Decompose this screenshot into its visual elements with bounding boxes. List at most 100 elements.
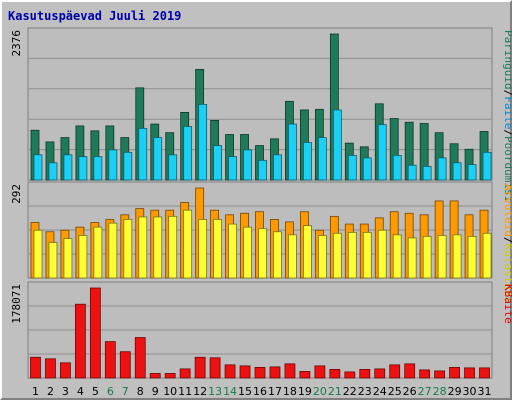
legend-separator: / xyxy=(502,129,512,136)
x-tick-label-day-25: 25 xyxy=(388,385,402,398)
bar-top-files-day-11 xyxy=(183,126,193,181)
legend-entry: Arvuteid xyxy=(502,184,512,237)
bar-top-files-day-26 xyxy=(407,164,417,181)
bar-middle-visits-day-1 xyxy=(33,229,43,279)
legend-entry: Külastusi xyxy=(502,244,512,304)
bar-top-files-day-21 xyxy=(332,109,342,181)
bar-bottom-kbytes-day-7 xyxy=(119,351,131,379)
bar-top-files-day-18 xyxy=(288,123,297,181)
x-tick-label-day-28: 28 xyxy=(433,385,447,398)
bar-middle-visits-day-15 xyxy=(243,226,252,279)
x-tick-label-day-30: 30 xyxy=(463,385,477,398)
bar-bottom-kbytes-day-10 xyxy=(164,373,176,379)
bar-top-files-day-8 xyxy=(138,127,148,181)
bar-top-files-day-19 xyxy=(303,142,312,181)
bar-bottom-kbytes-day-24 xyxy=(374,368,386,379)
bar-bottom-kbytes-day-4 xyxy=(74,303,86,379)
bar-middle-visits-day-7 xyxy=(123,219,133,279)
bar-middle-visits-day-6 xyxy=(108,222,118,279)
bar-bottom-kbytes-day-31 xyxy=(479,367,490,379)
bar-top-files-day-27 xyxy=(422,166,432,181)
bar-bottom-kbytes-day-6 xyxy=(104,341,116,379)
x-tick-label-day-27: 27 xyxy=(418,385,432,398)
bar-middle-visits-day-22 xyxy=(347,231,357,279)
bar-bottom-kbytes-day-13 xyxy=(209,357,221,379)
bar-top-files-day-1 xyxy=(33,154,43,181)
bar-middle-visits-day-10 xyxy=(168,215,178,279)
x-tick-label-day-4: 4 xyxy=(77,385,84,398)
bar-top-files-day-5 xyxy=(93,156,103,181)
x-tick-label-day-29: 29 xyxy=(448,385,462,398)
bar-bottom-kbytes-day-11 xyxy=(179,368,191,379)
x-tick-label-day-5: 5 xyxy=(92,385,99,398)
bar-bottom-kbytes-day-2 xyxy=(45,358,56,379)
legend-top: Päringuid/Faile/Pöördumisi xyxy=(502,30,512,202)
legend-bottom: KBaite xyxy=(502,284,512,324)
x-tick-label-day-14: 14 xyxy=(223,385,237,398)
bar-top-files-day-28 xyxy=(437,157,447,181)
bar-top-files-day-25 xyxy=(392,155,402,181)
x-tick-label-day-3: 3 xyxy=(62,385,69,398)
y-max-label-top: 2376 xyxy=(10,30,23,57)
bar-top-files-day-31 xyxy=(482,151,492,181)
bar-top-files-day-20 xyxy=(317,137,327,181)
bar-middle-visits-day-12 xyxy=(198,219,208,279)
x-tick-label-day-16: 16 xyxy=(253,385,267,398)
bar-top-files-day-13 xyxy=(213,145,223,181)
bar-middle-visits-day-18 xyxy=(288,234,297,279)
x-tick-label-day-18: 18 xyxy=(283,385,297,398)
x-tick-label-day-9: 9 xyxy=(152,385,159,398)
bar-top-files-day-6 xyxy=(108,149,118,181)
x-tick-label-day-22: 22 xyxy=(343,385,357,398)
bar-bottom-kbytes-day-26 xyxy=(404,363,416,379)
bar-bottom-kbytes-day-21 xyxy=(329,369,341,379)
bar-bottom-kbytes-day-15 xyxy=(239,365,251,379)
bar-middle-visits-day-25 xyxy=(392,234,402,279)
bar-top-files-day-9 xyxy=(153,137,163,181)
bar-bottom-kbytes-day-17 xyxy=(269,366,281,379)
bar-top-files-day-3 xyxy=(63,154,73,181)
bar-middle-visits-day-5 xyxy=(93,226,103,279)
bar-middle-visits-day-23 xyxy=(362,231,372,279)
bar-middle-visits-day-14 xyxy=(228,223,237,279)
legend-separator: / xyxy=(502,90,512,97)
bar-middle-visits-day-31 xyxy=(482,232,492,279)
bar-bottom-kbytes-day-22 xyxy=(344,371,356,379)
bar-middle-visits-day-27 xyxy=(422,235,432,279)
bar-bottom-kbytes-day-27 xyxy=(419,369,431,379)
bar-top-files-day-23 xyxy=(362,157,372,181)
x-tick-label-day-10: 10 xyxy=(163,385,177,398)
x-tick-label-day-1: 1 xyxy=(32,385,39,398)
x-tick-label-day-23: 23 xyxy=(358,385,372,398)
bar-bottom-kbytes-day-20 xyxy=(314,365,326,379)
bar-bottom-kbytes-day-3 xyxy=(60,362,71,379)
bar-top-files-day-10 xyxy=(168,154,178,181)
bar-top-files-day-14 xyxy=(228,156,237,181)
bar-middle-visits-day-24 xyxy=(377,229,387,279)
x-tick-label-day-11: 11 xyxy=(178,385,192,398)
bar-bottom-kbytes-day-8 xyxy=(134,337,146,379)
bar-bottom-kbytes-day-30 xyxy=(464,367,475,379)
bar-middle-visits-day-30 xyxy=(467,235,477,279)
bar-top-files-day-12 xyxy=(198,104,208,181)
x-tick-label-day-8: 8 xyxy=(137,385,144,398)
x-tick-label-day-31: 31 xyxy=(478,385,492,398)
legend-separator: / xyxy=(502,237,512,244)
x-tick-label-day-19: 19 xyxy=(298,385,312,398)
bar-bottom-kbytes-day-14 xyxy=(224,364,236,379)
legend-middle: Arvuteid/Külastusi xyxy=(502,184,512,303)
bar-bottom-kbytes-day-23 xyxy=(359,369,371,379)
x-tick-label-day-12: 12 xyxy=(193,385,207,398)
chart-title: Kasutuspäevad Juuli 2019 xyxy=(8,9,182,23)
bar-bottom-kbytes-day-28 xyxy=(434,370,446,379)
bar-bottom-kbytes-day-9 xyxy=(149,373,161,379)
bar-middle-visits-day-13 xyxy=(213,219,223,279)
bar-bottom-kbytes-day-1 xyxy=(30,356,41,379)
bar-middle-visits-day-21 xyxy=(332,232,342,279)
legend-entry: Pöördumisi xyxy=(502,136,512,202)
bar-top-files-day-15 xyxy=(243,149,252,181)
bar-middle-visits-day-28 xyxy=(437,235,447,279)
bar-bottom-kbytes-day-25 xyxy=(389,364,401,379)
